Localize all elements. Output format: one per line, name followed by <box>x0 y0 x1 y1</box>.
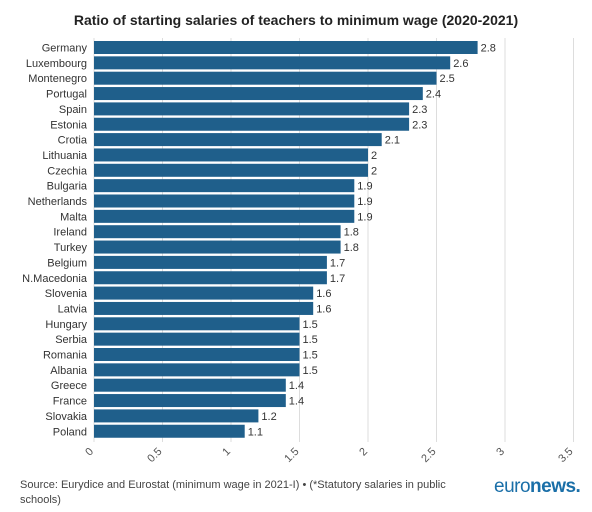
value-label: 1.6 <box>316 303 331 315</box>
category-label: Netherlands <box>28 196 88 208</box>
bar-layer: Germany 2.8 Luxembourg 2.6 Montenegro 2.5 Port… <box>22 41 496 438</box>
bar <box>94 301 314 315</box>
bar <box>94 332 300 346</box>
bar <box>94 56 451 70</box>
bar <box>94 225 341 239</box>
bar <box>94 87 423 101</box>
x-tick-label: 3 <box>494 446 507 459</box>
category-label: Germany <box>42 43 88 55</box>
category-label: Greece <box>51 380 87 392</box>
value-label: 1.4 <box>289 380 304 392</box>
bar <box>94 409 259 423</box>
bar <box>94 424 245 438</box>
bar <box>94 148 368 162</box>
category-label: Montenegro <box>28 73 87 85</box>
value-label: 2 <box>371 150 377 162</box>
category-label: Albania <box>50 365 88 377</box>
category-label: Hungary <box>45 319 87 331</box>
category-label: France <box>53 396 87 408</box>
category-label: Czechia <box>47 165 88 177</box>
value-label: 1.8 <box>344 242 359 254</box>
category-label: Estonia <box>50 119 88 131</box>
bar <box>94 394 286 408</box>
bar <box>94 133 382 147</box>
category-label: Luxembourg <box>26 58 87 70</box>
bar <box>94 363 300 377</box>
value-label: 1.7 <box>330 273 345 285</box>
category-label: Poland <box>53 426 87 438</box>
category-label: Latvia <box>58 303 88 315</box>
value-label: 2.4 <box>426 89 441 101</box>
value-label: 1.9 <box>357 211 372 223</box>
bar <box>94 209 355 223</box>
x-tick-label: 3.5 <box>556 446 575 465</box>
bar <box>94 348 300 361</box>
bar <box>94 194 355 208</box>
value-label: 1.8 <box>344 227 359 239</box>
bar <box>94 163 368 177</box>
value-label: 1.5 <box>303 334 318 346</box>
bar <box>94 179 355 193</box>
value-label: 1.9 <box>357 196 372 208</box>
category-label: Turkey <box>54 242 88 254</box>
category-label: Portugal <box>46 89 87 101</box>
category-label: Romania <box>43 350 88 362</box>
bar-chart: Ratio of starting salaries of teachers t… <box>22 12 575 465</box>
value-label: 2 <box>371 165 377 177</box>
logo-text-euro: euro <box>494 476 531 497</box>
value-label: 1.5 <box>303 319 318 331</box>
chart-title: Ratio of starting salaries of teachers t… <box>74 12 518 28</box>
category-label: Malta <box>60 211 88 223</box>
value-label: 1.5 <box>303 365 318 377</box>
logo-text-news: news. <box>530 476 581 497</box>
value-label: 2.8 <box>481 43 496 55</box>
category-label: Crotia <box>58 135 88 147</box>
value-label: 2.6 <box>453 58 468 70</box>
value-label: 1.1 <box>248 426 263 438</box>
category-label: Belgium <box>47 257 87 269</box>
x-tick-label: 2 <box>357 446 370 459</box>
value-label: 1.7 <box>330 257 345 269</box>
bar <box>94 317 300 331</box>
value-label: 1.2 <box>261 411 276 423</box>
value-label: 2.3 <box>412 104 427 116</box>
category-label: N.Macedonia <box>22 273 88 285</box>
bar <box>94 102 410 116</box>
bar <box>94 117 410 131</box>
euronews-logo: euronews. <box>494 476 581 498</box>
x-tick-label: 0.5 <box>145 446 164 465</box>
category-label: Serbia <box>55 334 88 346</box>
category-label: Spain <box>59 104 87 116</box>
value-label: 2.3 <box>412 119 427 131</box>
value-label: 1.6 <box>316 288 331 300</box>
value-label: 2.1 <box>385 135 400 147</box>
x-tick-label: 0 <box>83 446 96 459</box>
value-label: 2.5 <box>440 73 455 85</box>
bar <box>94 286 314 300</box>
x-tick-label: 2.5 <box>419 446 438 465</box>
x-tick-label: 1.5 <box>282 446 301 465</box>
bar <box>94 271 327 285</box>
x-tick-label: 1 <box>220 446 233 459</box>
category-label: Slovenia <box>45 288 88 300</box>
category-label: Ireland <box>53 227 87 239</box>
category-label: Slovakia <box>45 411 87 423</box>
bar <box>94 255 327 269</box>
tick-layer: 0 0.5 1 1.5 2 2.5 3 3.5 <box>83 446 575 465</box>
bar <box>94 71 437 85</box>
bar <box>94 378 286 392</box>
source-note: Source: Eurydice and Eurostat (minimum w… <box>20 479 446 506</box>
bar <box>94 240 341 254</box>
value-label: 1.4 <box>289 396 304 408</box>
bar <box>94 41 478 54</box>
category-label: Bulgaria <box>47 181 88 193</box>
value-label: 1.5 <box>303 350 318 362</box>
value-label: 1.9 <box>357 181 372 193</box>
category-label: Lithuania <box>42 150 88 162</box>
